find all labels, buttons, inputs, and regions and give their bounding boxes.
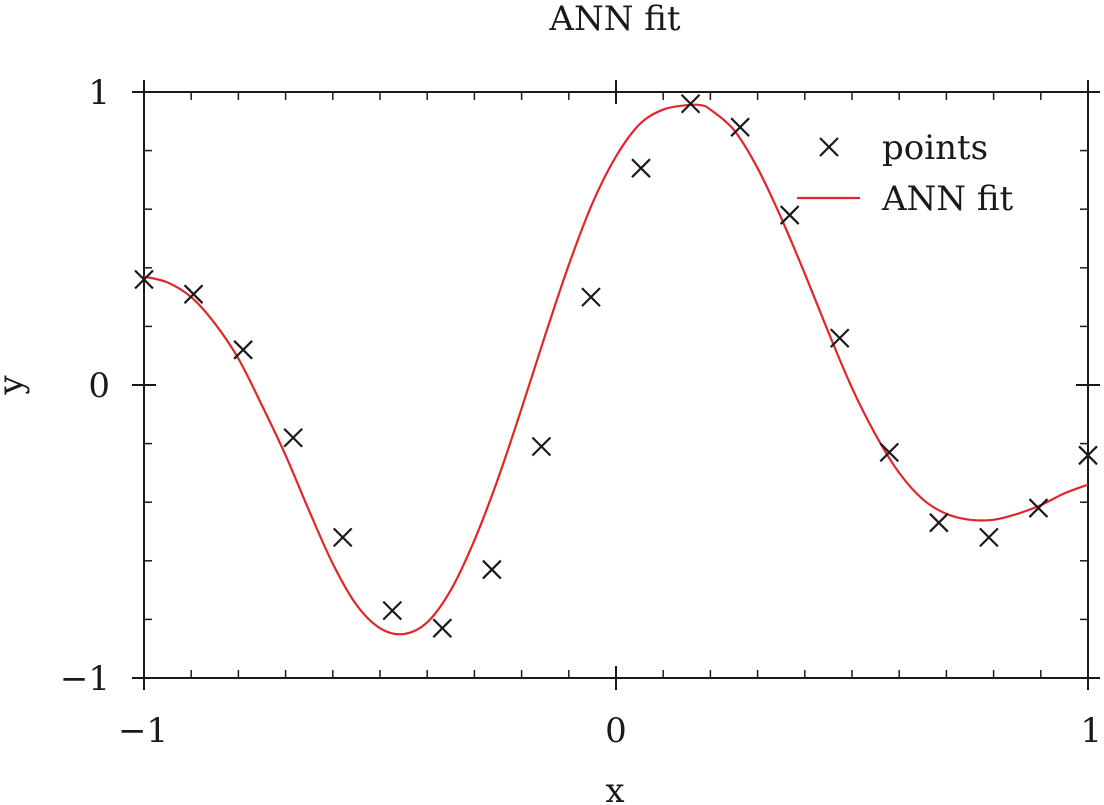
data-point <box>779 205 800 225</box>
data-point-stroke <box>1028 498 1049 518</box>
data-point <box>581 287 601 307</box>
data-point <box>283 427 303 448</box>
data-point <box>134 269 154 290</box>
data-point-stroke <box>432 618 453 638</box>
data-point-stroke <box>1078 445 1098 466</box>
data-point-stroke <box>531 436 552 457</box>
data-point <box>829 328 850 348</box>
data-point <box>432 618 453 638</box>
data-point <box>1028 498 1049 518</box>
chart-title: ANN fit <box>548 0 681 39</box>
series-line-ann-fit <box>143 103 1089 636</box>
legend-marker-points <box>819 137 839 157</box>
data-point-stroke <box>829 328 850 348</box>
data-point-stroke <box>730 117 750 137</box>
legend-label-points: points <box>882 128 988 168</box>
data-point-stroke <box>283 427 303 448</box>
data-point <box>332 527 353 548</box>
x-axis-label: x <box>605 771 624 805</box>
data-point-stroke <box>332 527 353 548</box>
data-point-stroke <box>581 287 601 307</box>
x-tick-label: 1 <box>1080 711 1102 751</box>
data-point-stroke <box>979 527 999 548</box>
data-point-stroke <box>680 93 701 114</box>
data-point <box>531 436 552 457</box>
minor-ticks <box>144 92 1088 678</box>
y-tick-label: 1 <box>88 73 110 113</box>
data-point-stroke <box>631 158 651 178</box>
legend-label-ann-fit: ANN fit <box>881 179 1014 219</box>
y-tick-label: −1 <box>60 659 110 699</box>
data-point <box>233 340 253 360</box>
data-point <box>631 158 651 178</box>
x-tick-label: 0 <box>605 711 627 751</box>
data-point-stroke <box>879 442 900 463</box>
data-point <box>979 527 999 548</box>
data-point-stroke <box>779 205 800 225</box>
data-point <box>730 117 750 137</box>
data-point-stroke <box>183 284 204 304</box>
series-layer <box>134 93 1098 638</box>
data-point-stroke <box>134 269 154 290</box>
data-point <box>482 559 502 580</box>
data-point <box>183 284 204 304</box>
data-point-stroke <box>382 600 403 621</box>
data-point <box>879 442 900 463</box>
data-point <box>680 93 701 114</box>
major-ticks <box>132 80 1100 690</box>
legend: points ANN fit <box>797 128 1014 219</box>
data-point-stroke <box>929 512 949 533</box>
tick-labels: −1 0 1 −1 0 1 <box>60 73 1102 751</box>
plot-frame <box>143 91 1089 679</box>
data-point <box>1078 445 1098 466</box>
data-point-stroke <box>482 559 502 580</box>
y-tick-label: 0 <box>88 366 110 406</box>
data-point <box>382 600 403 621</box>
data-point-stroke <box>233 340 253 360</box>
x-tick-label: −1 <box>118 711 168 751</box>
data-point <box>929 512 949 533</box>
y-axis-label: y <box>0 375 31 396</box>
